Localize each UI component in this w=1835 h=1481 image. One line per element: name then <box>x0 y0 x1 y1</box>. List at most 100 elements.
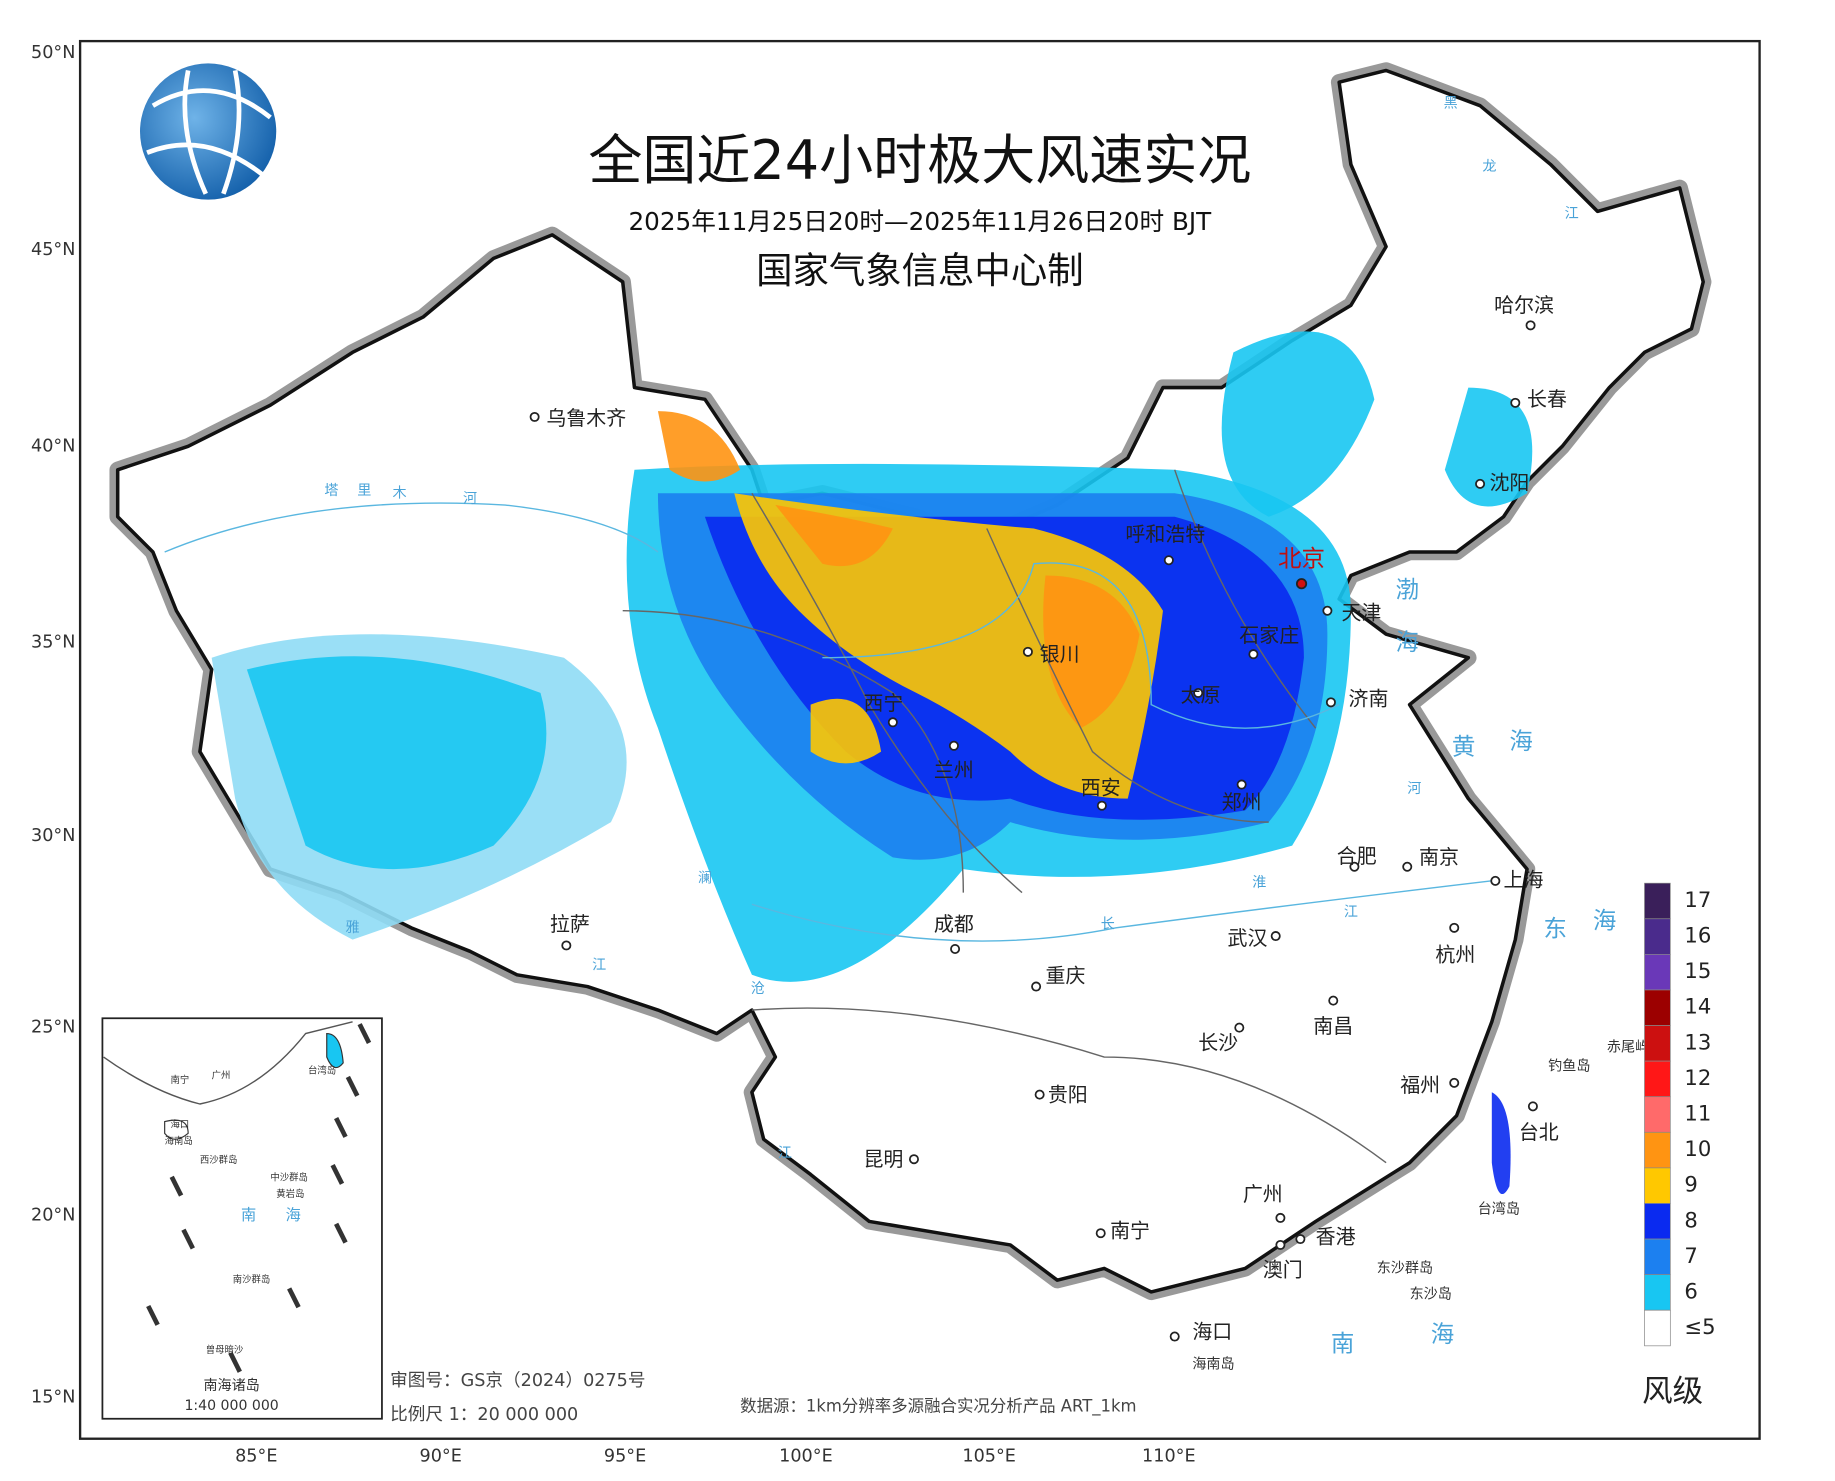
latitude-label: 30°N <box>31 826 75 846</box>
city-label: 成都 <box>934 912 974 936</box>
city-dot <box>1325 697 1336 708</box>
city-dot <box>1234 1022 1245 1033</box>
city-dot <box>1275 1212 1286 1223</box>
river-label: 澜 <box>698 870 712 886</box>
logo-mark <box>146 70 272 195</box>
city-label: 澳门 <box>1263 1257 1303 1281</box>
city-label: 西宁 <box>863 691 903 715</box>
city-label: 北京 <box>1278 545 1325 573</box>
city-dot <box>561 940 572 951</box>
data-source: 数据源：1km分辨率多源融合实况分析产品 ART_1km <box>740 1397 1136 1417</box>
inset-label: 南宁 <box>171 1074 190 1086</box>
boundary-dash <box>345 1075 360 1097</box>
river-label: 黑 <box>1444 95 1458 111</box>
legend: 17 16 15 14 13 12 11 10 9 8 7 6 ≤5 风级 <box>1642 882 1716 1409</box>
legend-label: 16 <box>1684 923 1711 948</box>
inset-coast <box>103 1021 353 1105</box>
city-dot <box>1349 861 1360 872</box>
boundary-dash <box>181 1228 195 1250</box>
review-number: 审图号：GS京（2024）0275号 <box>390 1371 645 1391</box>
wind-area <box>810 698 882 764</box>
river-label: 龙 <box>1482 159 1496 175</box>
river-label: 河 <box>463 491 477 507</box>
city-label: 南京 <box>1419 845 1459 869</box>
city-label: 上海 <box>1504 867 1544 891</box>
longitude-label: 105°E <box>962 1446 1016 1466</box>
city-dot <box>1525 320 1536 331</box>
sea-label: 黄 <box>1452 733 1475 761</box>
inset-island <box>164 1119 189 1140</box>
city-label: 西安 <box>1081 776 1121 800</box>
legend-label: 6 <box>1684 1278 1697 1303</box>
legend-label: 7 <box>1684 1243 1697 1268</box>
place-label: 赤尾屿 <box>1607 1040 1649 1056</box>
legend-swatch <box>1644 1274 1671 1311</box>
city-label: 杭州 <box>1435 943 1475 967</box>
logo <box>140 63 277 200</box>
city-dot <box>1022 646 1033 657</box>
inset-label: 曾母暗沙 <box>206 1344 244 1356</box>
boundary-dash <box>169 1175 184 1197</box>
wind-area <box>1444 387 1533 507</box>
city-label: 郑州 <box>1222 790 1262 814</box>
latitude-label: 45°N <box>31 240 75 260</box>
city-label: 合肥 <box>1337 844 1377 868</box>
wind-area <box>1221 331 1375 517</box>
city-dot <box>1275 1239 1286 1250</box>
latitude-label: 40°N <box>31 436 75 456</box>
river-label: 江 <box>592 957 606 973</box>
place-label: 台湾岛 <box>1478 1201 1520 1218</box>
city-label: 海口 <box>1192 1320 1232 1344</box>
city-label: 长春 <box>1527 387 1567 411</box>
legend-label: 14 <box>1684 994 1711 1019</box>
inset-scale: 1:40 000 000 <box>184 1398 278 1414</box>
city-dot <box>908 1154 919 1165</box>
province-boundary <box>751 492 1023 894</box>
city-dot <box>1248 649 1259 660</box>
sea-label: 海 <box>1396 628 1419 656</box>
city-dot <box>1034 1089 1045 1100</box>
legend-swatch <box>1644 1238 1671 1275</box>
inset-label: 海南岛 <box>165 1135 193 1147</box>
city-dot <box>1236 779 1247 790</box>
wind-area <box>246 656 547 870</box>
sea-label: 海 <box>1593 906 1616 934</box>
wind-area <box>1043 575 1140 729</box>
city-dot <box>1169 1331 1180 1342</box>
sea-label: 海 <box>1431 1320 1454 1348</box>
city-label: 长沙 <box>1198 1031 1238 1055</box>
legend-swatch <box>1644 1096 1671 1133</box>
longitude-label: 110°E <box>1142 1446 1196 1466</box>
city-dot <box>887 717 898 728</box>
river-label: 塔 <box>324 483 338 499</box>
sea-label: 渤 <box>1396 575 1419 603</box>
legend-swatch <box>1644 1167 1671 1204</box>
legend-label: 13 <box>1684 1029 1711 1054</box>
city-label: 天津 <box>1341 601 1381 625</box>
legend-swatch <box>1644 989 1671 1026</box>
legend-swatch <box>1644 1203 1671 1240</box>
subtitle: 2025年11月25日20时—2025年11月26日20时 BJT <box>628 207 1212 236</box>
inset-label: 中沙群岛 <box>270 1171 308 1183</box>
river-label: 江 <box>778 1145 792 1161</box>
inset-label: 广州 <box>212 1069 231 1081</box>
province-boundary <box>622 610 965 893</box>
longitude-label: 95°E <box>604 1446 646 1466</box>
city-dot <box>1510 397 1521 408</box>
wind-area <box>775 505 893 567</box>
city-label: 南昌 <box>1313 1014 1353 1038</box>
legend-swatch <box>1644 918 1671 955</box>
city-label: 武汉 <box>1228 926 1268 950</box>
boundary-dash <box>330 1164 345 1185</box>
inset-label: 黄岩岛 <box>276 1188 304 1200</box>
legend-label: 12 <box>1684 1065 1711 1090</box>
river-label: 长 <box>1101 916 1115 932</box>
city-label: 哈尔滨 <box>1494 293 1554 317</box>
legend-swatch <box>1644 1309 1671 1347</box>
inset-title: 南海诸岛 <box>203 1378 259 1394</box>
city-dot <box>1527 1101 1538 1112</box>
city-dot <box>1163 555 1174 566</box>
